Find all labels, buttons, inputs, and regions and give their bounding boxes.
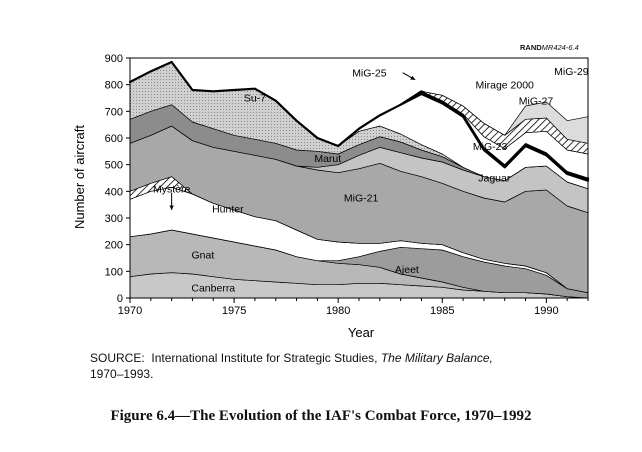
- series-label-mig-21: MiG-21: [344, 192, 379, 204]
- y-tick-label: 900: [105, 53, 123, 65]
- y-tick-label: 800: [105, 80, 123, 92]
- y-tick-label: 500: [105, 160, 123, 172]
- x-tick-label: 1970: [118, 305, 142, 317]
- x-tick-label: 1980: [326, 305, 350, 317]
- x-tick-label: 1975: [222, 305, 246, 317]
- series-label-marut: Marut: [314, 153, 341, 165]
- mig25-pointer: [402, 72, 416, 81]
- y-tick-label: 700: [105, 106, 123, 118]
- series-label-mig-27: MiG-27: [519, 96, 554, 108]
- series-label-canberra: Canberra: [191, 282, 235, 294]
- y-tick-label: 600: [105, 133, 123, 145]
- y-tick-label: 400: [105, 186, 123, 198]
- series-labels: Canberra Gnat Ajeet Hunter Mystère MiG-21 Jagu…: [153, 66, 589, 295]
- publication-title: The Military Balance,: [380, 351, 493, 365]
- y-axis-title: Number of aircraft: [72, 125, 87, 229]
- y-tick-label: 100: [105, 266, 123, 278]
- mystere-pointer: [169, 192, 174, 210]
- series-label-hunter: Hunter: [212, 204, 244, 216]
- figure-caption: Figure 6.4—The Evolution of the IAF's Co…: [110, 408, 532, 424]
- series-label-jaguar: Jaguar: [478, 173, 511, 185]
- series-label-su-7: Su-7: [244, 92, 266, 104]
- series-label-mig-29: MiG-29: [554, 66, 589, 78]
- series-label-gnat: Gnat: [191, 250, 214, 262]
- y-tick-label: 0: [117, 293, 123, 305]
- figure-id: RANDMR424-6.4: [520, 43, 579, 52]
- series-label-myst-re: Mystère: [153, 184, 191, 196]
- y-tick-label: 300: [105, 213, 123, 225]
- axes: 0 100 200 300 400 500 600 700 800 900 1970 1975 1980…: [105, 53, 589, 317]
- y-tick-label: 200: [105, 240, 123, 252]
- series-label-mig-25: MiG-25: [352, 68, 387, 80]
- series-label-mig-23: MiG-23: [473, 141, 508, 153]
- series-label-mirage-2000: Mirage 2000: [476, 80, 535, 92]
- area-layers: [128, 60, 590, 299]
- source-note: SOURCE: International Institute for Stra…: [90, 351, 493, 381]
- x-tick-label: 1985: [430, 305, 454, 317]
- x-tick-label: 1990: [534, 305, 558, 317]
- series-label-ajeet: Ajeet: [395, 264, 419, 276]
- x-axis-title: Year: [348, 325, 375, 340]
